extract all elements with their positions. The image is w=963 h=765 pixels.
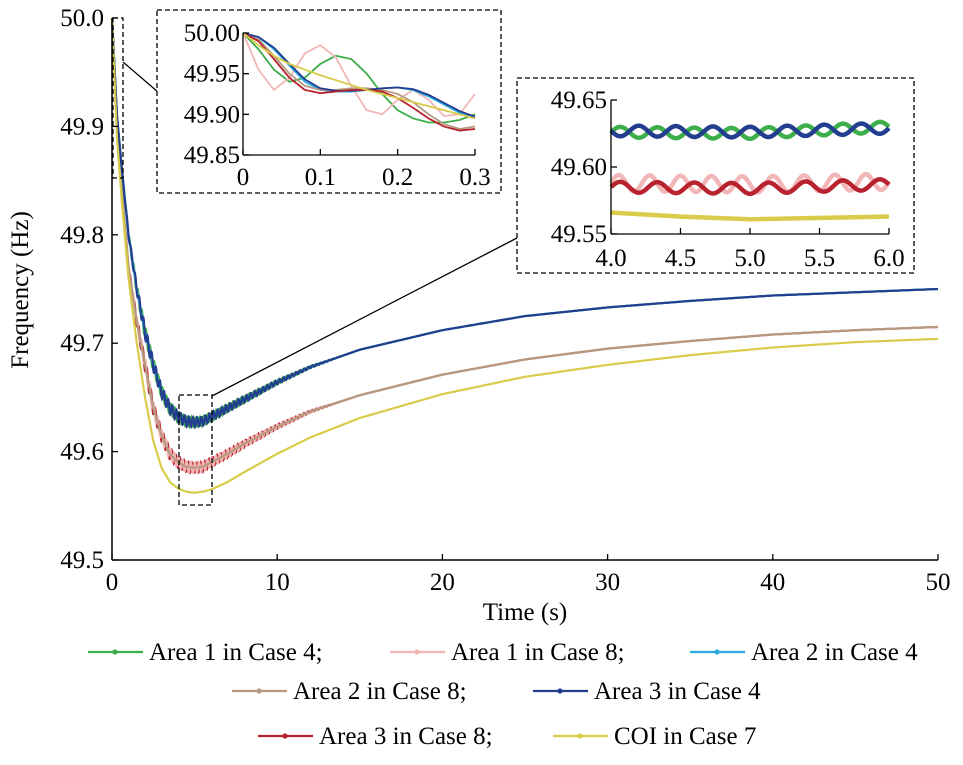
inset2-y-ticks: 49.55 49.60 49.65 — [551, 87, 617, 248]
main-series-area2-case8 — [110, 17, 939, 469]
inset2-x-tick-label: 5.5 — [804, 245, 835, 272]
zoom-box-nadir — [178, 394, 213, 506]
inset1-x-tick-label: 0.1 — [305, 164, 336, 191]
inset2-x-ticks: 4.0 4.5 5.0 5.5 6.0 — [595, 228, 905, 272]
main-x-tick-label: 20 — [430, 569, 455, 596]
inset-early-transient: 49.85 49.90 49.95 50.00 0 0.1 0.2 0.3 — [156, 9, 502, 194]
legend-label: Area 3 in Case 4 — [594, 678, 761, 705]
legend-marker — [282, 733, 288, 739]
inset2-x-tick-label: 5.0 — [734, 245, 765, 272]
inset1-series-area3-case8 — [242, 32, 476, 132]
inset1-x-tick-label: 0 — [237, 164, 250, 191]
inset2-x-tick-label: 6.0 — [873, 245, 904, 272]
legend-item-area1-case8: Area 1 in Case 8; — [390, 639, 625, 666]
leader-line-nadir — [211, 237, 518, 397]
legend-marker — [256, 688, 262, 694]
inset1-y-ticks: 49.85 49.90 49.95 50.00 — [184, 20, 249, 169]
inset1-x-ticks: 0 0.1 0.2 0.3 — [237, 149, 491, 191]
main-x-tick-label: 50 — [926, 569, 951, 596]
inset2-series-area3-case4 — [609, 121, 891, 140]
main-x-tick-label: 10 — [265, 569, 290, 596]
legend-item-area2-case4: Area 2 in Case 4 — [690, 639, 918, 666]
inset2-y-tick-label: 49.65 — [551, 87, 607, 114]
main-series-coi-case7 — [110, 17, 939, 494]
inset1-y-tick-label: 50.00 — [184, 20, 240, 47]
main-y-tick-label: 49.8 — [60, 222, 104, 249]
inset1-x-tick-label: 0.2 — [382, 164, 413, 191]
inset1-frame — [156, 9, 502, 194]
zoom-markers — [112, 17, 518, 506]
inset2-series-group — [609, 119, 891, 222]
legend-label: COI in Case 7 — [614, 723, 756, 750]
legend-label: Area 3 in Case 8; — [319, 723, 493, 750]
legend-item-area3-case4: Area 3 in Case 4 — [533, 678, 761, 705]
main-plot: 49.5 49.6 49.7 49.8 49.9 50.0 0 10 20 30 40 50 Tim… — [7, 5, 951, 626]
legend-label: Area 2 in Case 4 — [751, 639, 918, 666]
legend-label: Area 1 in Case 8; — [451, 639, 625, 666]
legend-label: Area 1 in Case 4; — [149, 639, 323, 666]
inset1-y-tick-label: 49.90 — [184, 101, 240, 128]
main-x-ticks: 0 10 20 30 40 50 — [106, 554, 951, 596]
legend-item-area1-case4: Area 1 in Case 4; — [88, 639, 323, 666]
legend: Area 1 in Case 4; Area 1 in Case 8; Area 2… — [88, 639, 918, 750]
main-series-group — [110, 17, 939, 494]
inset1-y-tick-label: 49.85 — [184, 142, 240, 169]
main-y-tick-label: 49.7 — [60, 330, 104, 357]
main-y-tick-label: 49.5 — [60, 547, 104, 574]
inset2-series-coi-case7 — [610, 210, 890, 222]
main-series-area3-case4 — [110, 17, 939, 430]
main-y-tick-label: 49.6 — [60, 439, 104, 466]
inset1-x-tick-label: 0.3 — [459, 164, 490, 191]
inset2-y-tick-label: 49.55 — [551, 221, 607, 248]
main-y-tick-label: 49.9 — [60, 113, 104, 140]
legend-marker — [112, 649, 118, 655]
legend-item-coi-case7: COI in Case 7 — [553, 723, 756, 750]
main-x-tick-label: 40 — [760, 569, 785, 596]
y-axis-label: Frequency (Hz) — [7, 211, 34, 369]
x-axis-label: Time (s) — [483, 599, 568, 626]
main-y-ticks: 49.5 49.6 49.7 49.8 49.9 50.0 — [60, 5, 118, 574]
main-y-tick-label: 50.0 — [60, 5, 104, 32]
inset2-x-tick-label: 4.5 — [665, 245, 696, 272]
legend-item-area2-case8: Area 2 in Case 8; — [232, 678, 467, 705]
legend-item-area3-case8: Area 3 in Case 8; — [258, 723, 493, 750]
leader-line-early — [122, 61, 159, 93]
legend-marker — [714, 649, 720, 655]
inset-nadir-zoom: 49.55 49.60 49.65 4.0 4.5 5.0 5.5 6.0 — [516, 77, 915, 274]
inset2-series-area3-case8 — [609, 177, 891, 197]
inset1-series-coi-case7 — [242, 32, 476, 120]
legend-label: Area 2 in Case 8; — [293, 678, 467, 705]
inset2-series-area1-case4 — [609, 119, 891, 142]
inset1-y-tick-label: 49.95 — [184, 61, 240, 88]
zoom-box-early — [112, 17, 124, 179]
legend-marker — [557, 688, 563, 694]
inset2-x-tick-label: 4.0 — [595, 245, 626, 272]
legend-marker — [577, 733, 583, 739]
main-x-tick-label: 0 — [106, 569, 119, 596]
main-x-tick-label: 30 — [595, 569, 620, 596]
inset2-y-tick-label: 49.60 — [551, 154, 607, 181]
inset1-series-group — [242, 32, 476, 132]
legend-marker — [414, 649, 420, 655]
